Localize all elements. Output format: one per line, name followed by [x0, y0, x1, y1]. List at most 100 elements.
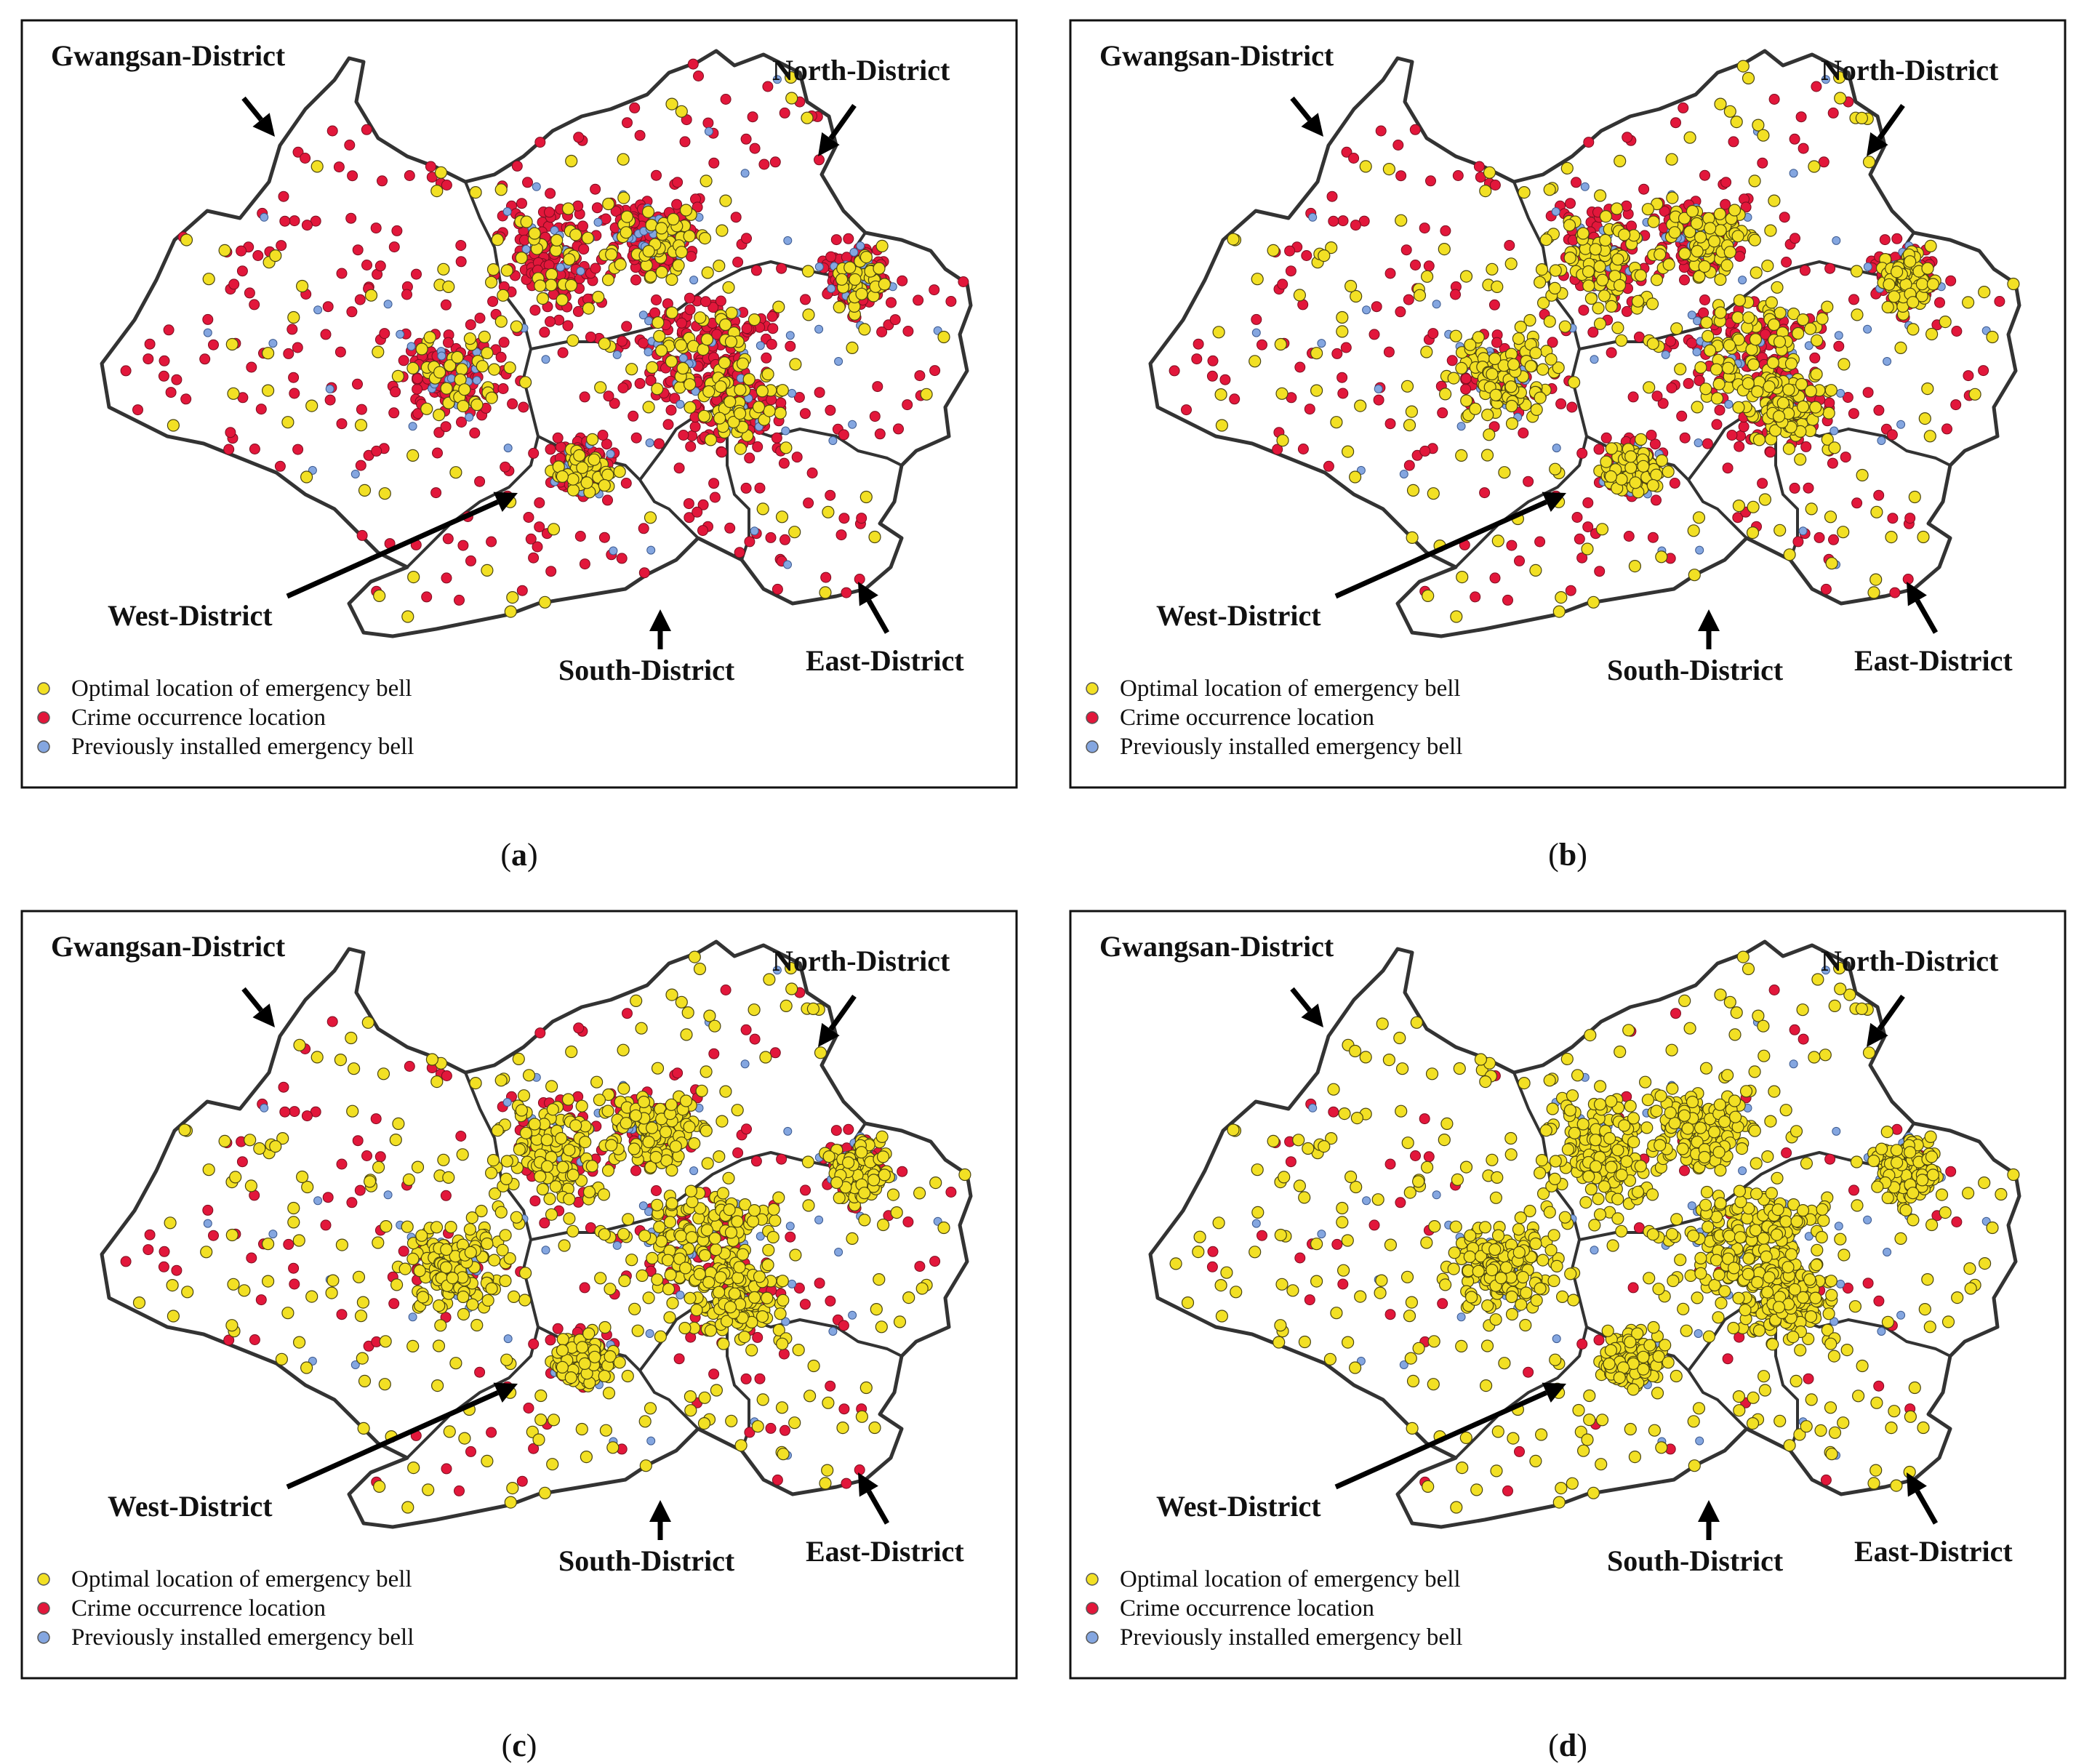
- crime-point: [825, 1380, 836, 1392]
- optimal-bell-point: [346, 1104, 359, 1118]
- optimal-bell-point: [698, 232, 712, 245]
- crime-point: [616, 553, 628, 564]
- optimal-bell-point: [413, 1264, 426, 1278]
- installed-bell-point: [689, 276, 699, 285]
- optimal-bell-point: [601, 468, 614, 481]
- crime-point: [645, 374, 657, 386]
- optimal-bell-point: [1654, 248, 1667, 261]
- optimal-bell-point: [470, 1318, 484, 1332]
- installed-bell-point: [313, 1196, 323, 1206]
- optimal-bell-point: [581, 231, 595, 244]
- crime-point: [336, 268, 348, 279]
- optimal-bell-point: [1548, 281, 1561, 294]
- optimal-bell-point: [1535, 263, 1549, 276]
- crime-point: [552, 1323, 564, 1334]
- installed-bell-point: [756, 341, 765, 350]
- optimal-bell-point: [642, 1291, 655, 1304]
- crime-point: [1606, 347, 1617, 358]
- optimal-bell-point: [1455, 361, 1468, 374]
- optimal-bell-point: [440, 1243, 453, 1256]
- installed-bell-point: [503, 444, 513, 453]
- installed-bell-point: [740, 169, 750, 178]
- optimal-bell-point: [1382, 163, 1395, 176]
- crime-point: [749, 1033, 761, 1045]
- crime-point: [1504, 240, 1515, 251]
- crime-point: [1294, 361, 1306, 373]
- optimal-bell-point: [1543, 183, 1556, 196]
- optimal-bell-point: [1514, 321, 1527, 334]
- installed-bell-point: [1694, 438, 1703, 447]
- crime-point: [487, 296, 499, 308]
- crime-point: [320, 1219, 332, 1231]
- optimal-bell-point: [1700, 316, 1713, 329]
- optimal-bell-point: [582, 302, 596, 315]
- crime-point: [715, 295, 726, 307]
- optimal-bell-point: [540, 1134, 553, 1147]
- installed-bell-point: [541, 355, 550, 364]
- installed-bell-point: [612, 350, 622, 359]
- installed-bell-point: [740, 1059, 750, 1069]
- optimal-bell-point: [665, 1098, 678, 1111]
- installed-bell-point: [446, 374, 456, 383]
- optimal-bell-point: [538, 1486, 552, 1499]
- optimal-bell-point: [1359, 160, 1372, 173]
- installed-bell-point: [1789, 169, 1798, 178]
- optimal-bell-point: [1587, 596, 1600, 609]
- optimal-bell-point: [1449, 329, 1462, 342]
- crime-point: [498, 337, 510, 348]
- optimal-bell-point: [1810, 367, 1823, 381]
- crime-point: [634, 377, 646, 389]
- optimal-bell-point: [1723, 339, 1736, 352]
- crime-point: [765, 1422, 777, 1434]
- crime-point: [702, 117, 714, 129]
- optimal-bell-point: [457, 1307, 470, 1321]
- optimal-bell-point: [296, 279, 309, 293]
- optimal-bell-point: [732, 1271, 745, 1285]
- crime-point: [671, 199, 683, 210]
- optimal-bell-point: [310, 1051, 324, 1064]
- crime-point: [780, 1424, 790, 1436]
- optimal-bell-point: [1395, 214, 1408, 227]
- crime-point: [628, 410, 639, 422]
- optimal-bell-point: [227, 387, 240, 400]
- optimal-bell-point: [1598, 289, 1611, 302]
- optimal-bell-point: [354, 419, 368, 432]
- crime-point: [1565, 585, 1576, 596]
- crime-point: [617, 335, 628, 347]
- crime-point: [244, 287, 255, 299]
- optimal-bell-point: [780, 441, 793, 454]
- optimal-bell-point: [401, 1501, 414, 1514]
- optimal-bell-point: [579, 1136, 592, 1149]
- optimal-bell-point: [1631, 294, 1645, 308]
- crime-point: [525, 533, 537, 545]
- optimal-bell-point: [1690, 217, 1704, 230]
- optimal-bell-point: [1961, 296, 1975, 309]
- optimal-bell-point: [1907, 296, 1920, 309]
- crime-point: [1403, 294, 1414, 305]
- optimal-bell-point: [1650, 468, 1663, 481]
- installed-bell-point: [1863, 262, 1872, 271]
- crime-point: [1622, 132, 1633, 143]
- optimal-bell-point: [556, 1333, 569, 1346]
- legend-item-optimal-label: Optimal location of emergency bell: [1120, 675, 1461, 702]
- crime-point: [511, 160, 523, 172]
- crime-point: [678, 430, 689, 441]
- legend-item-optimal: Optimal location of emergency bell: [1086, 675, 1461, 702]
- optimal-bell-point: [683, 230, 696, 243]
- optimal-bell-point: [736, 357, 750, 370]
- optimal-bell-point: [545, 278, 558, 292]
- optimal-bell-point: [855, 287, 868, 300]
- installed-bell-point: [1883, 357, 1892, 366]
- optimal-bell-point: [181, 1286, 194, 1299]
- optimal-bell-point: [1749, 333, 1763, 346]
- optimal-bell-point: [566, 334, 580, 347]
- crime-point: [1304, 404, 1315, 415]
- optimal-bell-point: [774, 406, 787, 420]
- crime-point: [754, 1373, 766, 1384]
- optimal-bell-point: [504, 1496, 517, 1509]
- crime-point: [1679, 432, 1691, 444]
- optimal-bell-point: [598, 1369, 611, 1383]
- optimal-bell-point: [722, 1171, 735, 1184]
- crime-point: [283, 1238, 294, 1250]
- optimal-bell-point: [674, 339, 688, 352]
